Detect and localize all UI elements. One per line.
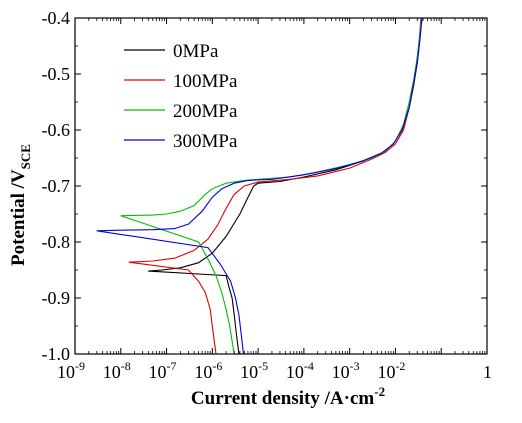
y-axis-ticks: -1.0 -0.9 -0.8 -0.7 -0.6 -0.5 -0.4 — [42, 8, 487, 364]
series-200MPa — [120, 17, 423, 355]
y-tick-label: -0.8 — [42, 232, 71, 252]
x-tick-label: 1 — [483, 362, 492, 382]
legend-label: 0MPa — [173, 41, 219, 62]
x-tick-label: 10-4 — [286, 359, 314, 382]
y-axis-title: Potential /VSCE — [8, 144, 33, 266]
legend-label: 200MPa — [173, 101, 238, 122]
series-layer — [96, 17, 423, 355]
y-axis-title-sub: SCE — [18, 144, 33, 169]
x-tick-label: 10-3 — [332, 359, 360, 382]
plot-frame — [74, 17, 488, 355]
y-tick-label: -0.7 — [42, 176, 71, 196]
legend-label: 100MPa — [173, 71, 238, 92]
y-tick-label: -0.5 — [42, 64, 71, 84]
x-tick-label: 10-7 — [149, 359, 177, 382]
x-tick-label: 10-9 — [57, 359, 85, 382]
y-tick-label: -0.9 — [42, 288, 71, 308]
legend: 0MPa 100MPa 200MPa 300MPa — [124, 41, 238, 152]
x-axis-ticks: 10-9 10-8 10-7 10-6 10-5 10-4 10-3 10-2 1 — [57, 18, 492, 382]
x-tick-label: 10-2 — [377, 359, 405, 382]
y-tick-label: -0.6 — [42, 120, 71, 140]
series-cathodic-branch — [120, 215, 235, 355]
series-anodic-branch — [96, 17, 423, 232]
series-cathodic-branch — [128, 261, 217, 355]
legend-label: 300MPa — [173, 131, 238, 152]
series-anodic-branch — [120, 17, 423, 217]
y-tick-label: -1.0 — [42, 344, 71, 364]
x-tick-label: 10-8 — [103, 359, 131, 382]
series-0MPa — [148, 17, 423, 355]
x-tick-label: 10-5 — [240, 359, 268, 382]
series-cathodic-branch — [148, 270, 240, 355]
series-100MPa — [128, 17, 422, 355]
x-tick-label: 10-6 — [194, 359, 222, 382]
plot-area — [74, 17, 488, 355]
x-axis-title: Current density /A·cm-2 — [191, 384, 385, 409]
x-axis-title-sup: -2 — [374, 384, 385, 399]
series-cathodic-branch — [96, 230, 245, 355]
y-tick-label: -0.4 — [42, 8, 71, 28]
series-300MPa — [96, 17, 423, 355]
